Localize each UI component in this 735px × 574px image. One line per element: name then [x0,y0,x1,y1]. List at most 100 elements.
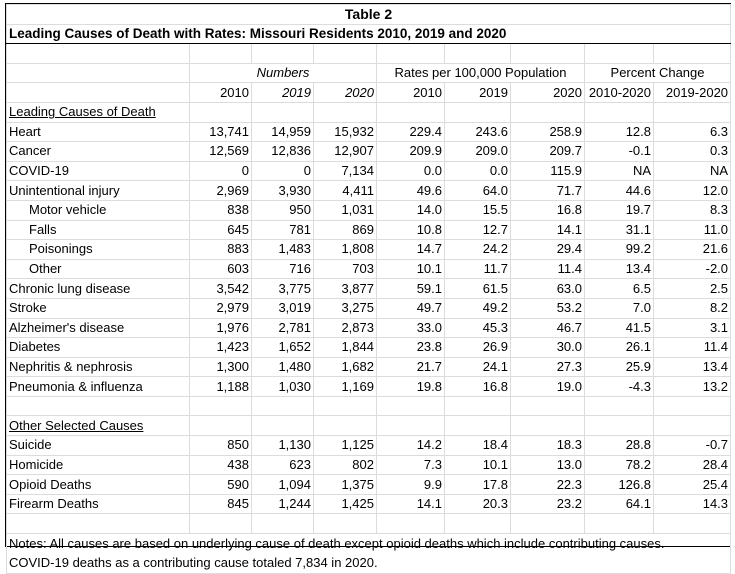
row-label-falls: Falls [6,219,190,241]
cell-value: 2,979 [189,297,252,319]
cell-value: 12.0 [652,180,732,201]
row-label-homicide: Homicide [6,454,190,476]
cell-value: 645 [189,219,252,241]
cell-value: 11.7 [444,258,511,280]
cell-value: 6.3 [652,121,732,143]
cell-value: 8.3 [652,199,732,221]
cell-value: 16.8 [510,199,585,221]
cell-value: 703 [313,258,377,280]
cell-value: 1,169 [313,376,377,397]
cell-value: 14.2 [376,435,445,456]
cell-value: -0.7 [652,435,732,456]
cell-value: 8.2 [652,297,732,319]
table-row: Chronic lung disease 3,542 3,775 3,877 59.1 6… [6,278,732,299]
spreadsheet-table: Table 2 Leading Causes of Death with Rat… [5,3,732,574]
cell-value: 25.9 [584,356,654,378]
table-row: Diabetes 1,423 1,652 1,844 23.8 26.9 30.0 26.1 1… [6,337,732,358]
cell-value: 17.8 [444,474,511,495]
subtitle-row: Leading Causes of Death with Rates: Miss… [5,23,732,45]
row-label-diabetes: Diabetes [6,337,190,358]
table-row: Homicide 438 623 802 7.3 10.1 13.0 78.2 28.4 [6,454,732,476]
cell-value: 1,300 [189,356,252,378]
group-numbers: Numbers [189,62,377,84]
table-row: Pneumonia & influenza 1,188 1,030 1,169 19.8… [6,376,732,397]
row-label-other: Other [6,258,190,280]
cell-value: 13.4 [584,258,654,280]
cell-value: 4,411 [313,180,377,201]
cell-value: 13.4 [652,356,732,378]
cell-value: 3,775 [251,278,314,299]
cell-value: 12,907 [313,141,377,162]
cell-value: 0.3 [652,141,732,162]
cell-value: 209.0 [444,141,511,162]
cell-value: 3.1 [652,317,732,339]
cell-value: 243.6 [444,121,511,143]
cell-value: 209.7 [510,141,585,162]
cell-value: 12.7 [444,219,511,241]
cell-value: 13.2 [652,376,732,397]
row-label-unintentional-injury: Unintentional injury [6,180,190,201]
cell-value: 26.9 [444,337,511,358]
cell-value: 10.8 [376,219,445,241]
cell-value: 15.5 [444,199,511,221]
table-subtitle: Leading Causes of Death with Rates: Miss… [5,23,732,45]
cell-value: 22.3 [510,474,585,495]
cell-value: 3,275 [313,297,377,319]
cell-value: 15,932 [313,121,377,143]
cell-value: 49.2 [444,297,511,319]
cell-value: 28.8 [584,435,654,456]
cell-value: 23.8 [376,337,445,358]
cell-value: 7.0 [584,297,654,319]
cell-value: 19.8 [376,376,445,397]
cell-value: 1,375 [313,474,377,495]
cell-value: 71.7 [510,180,585,201]
cell-value: NA [652,160,732,182]
table-row: Unintentional injury 2,969 3,930 4,411 49.6 6… [6,180,732,201]
row-label-suicide: Suicide [6,435,190,456]
section-leading-row: Leading Causes of Death [6,101,732,123]
cell-value: 99.2 [584,239,654,260]
section-leading-label: Leading Causes of Death [6,101,190,123]
cell-value: 14.3 [652,493,732,515]
col-numbers-2010: 2010 [189,82,252,103]
cell-value: 41.5 [584,317,654,339]
cell-value: 11.4 [652,337,732,358]
cell-value: 33.0 [376,317,445,339]
col-rates-2019: 2019 [444,82,511,103]
row-label-poisonings: Poisonings [6,239,190,260]
table-row: Falls 645 781 869 10.8 12.7 14.1 31.1 11.0 [6,219,732,241]
cell-value: 3,877 [313,278,377,299]
cell-value: NA [584,160,654,182]
cell-value: 24.1 [444,356,511,378]
cell-value: 1,244 [251,493,314,515]
table-row: Suicide 850 1,130 1,125 14.2 18.4 18.3 28.8 -0.7 [6,435,732,456]
cell-value: 13.0 [510,454,585,476]
cell-value: 18.4 [444,435,511,456]
cell-value: 2,781 [251,317,314,339]
cell-value: 29.4 [510,239,585,260]
cell-value: 53.2 [510,297,585,319]
row-label-motor-vehicle: Motor vehicle [6,199,190,221]
group-rates: Rates per 100,000 Population [376,62,585,84]
row-label-chronic-lung-disease: Chronic lung disease [6,278,190,299]
group-header-row: Numbers Rates per 100,000 Population Per… [6,62,732,84]
col-pct-2010-2020: 2010-2020 [584,82,654,103]
cell-value: 850 [189,435,252,456]
row-label-heart: Heart [6,121,190,143]
col-numbers-2020: 2020 [313,82,377,103]
cell-value: 10.1 [444,454,511,476]
cell-value: 590 [189,474,252,495]
cell-value: 1,094 [251,474,314,495]
cell-value: 1,976 [189,317,252,339]
cell-value: 26.1 [584,337,654,358]
row-label-cancer: Cancer [6,141,190,162]
cell-value: 12.8 [584,121,654,143]
cell-value: 3,019 [251,297,314,319]
cell-value: 20.3 [444,493,511,515]
cell-value: 45.3 [444,317,511,339]
cell-value: 229.4 [376,121,445,143]
cell-value: 9.9 [376,474,445,495]
cell-value: 19.7 [584,199,654,221]
cell-value: 24.2 [444,239,511,260]
row-label-opioid-deaths: Opioid Deaths [6,474,190,495]
